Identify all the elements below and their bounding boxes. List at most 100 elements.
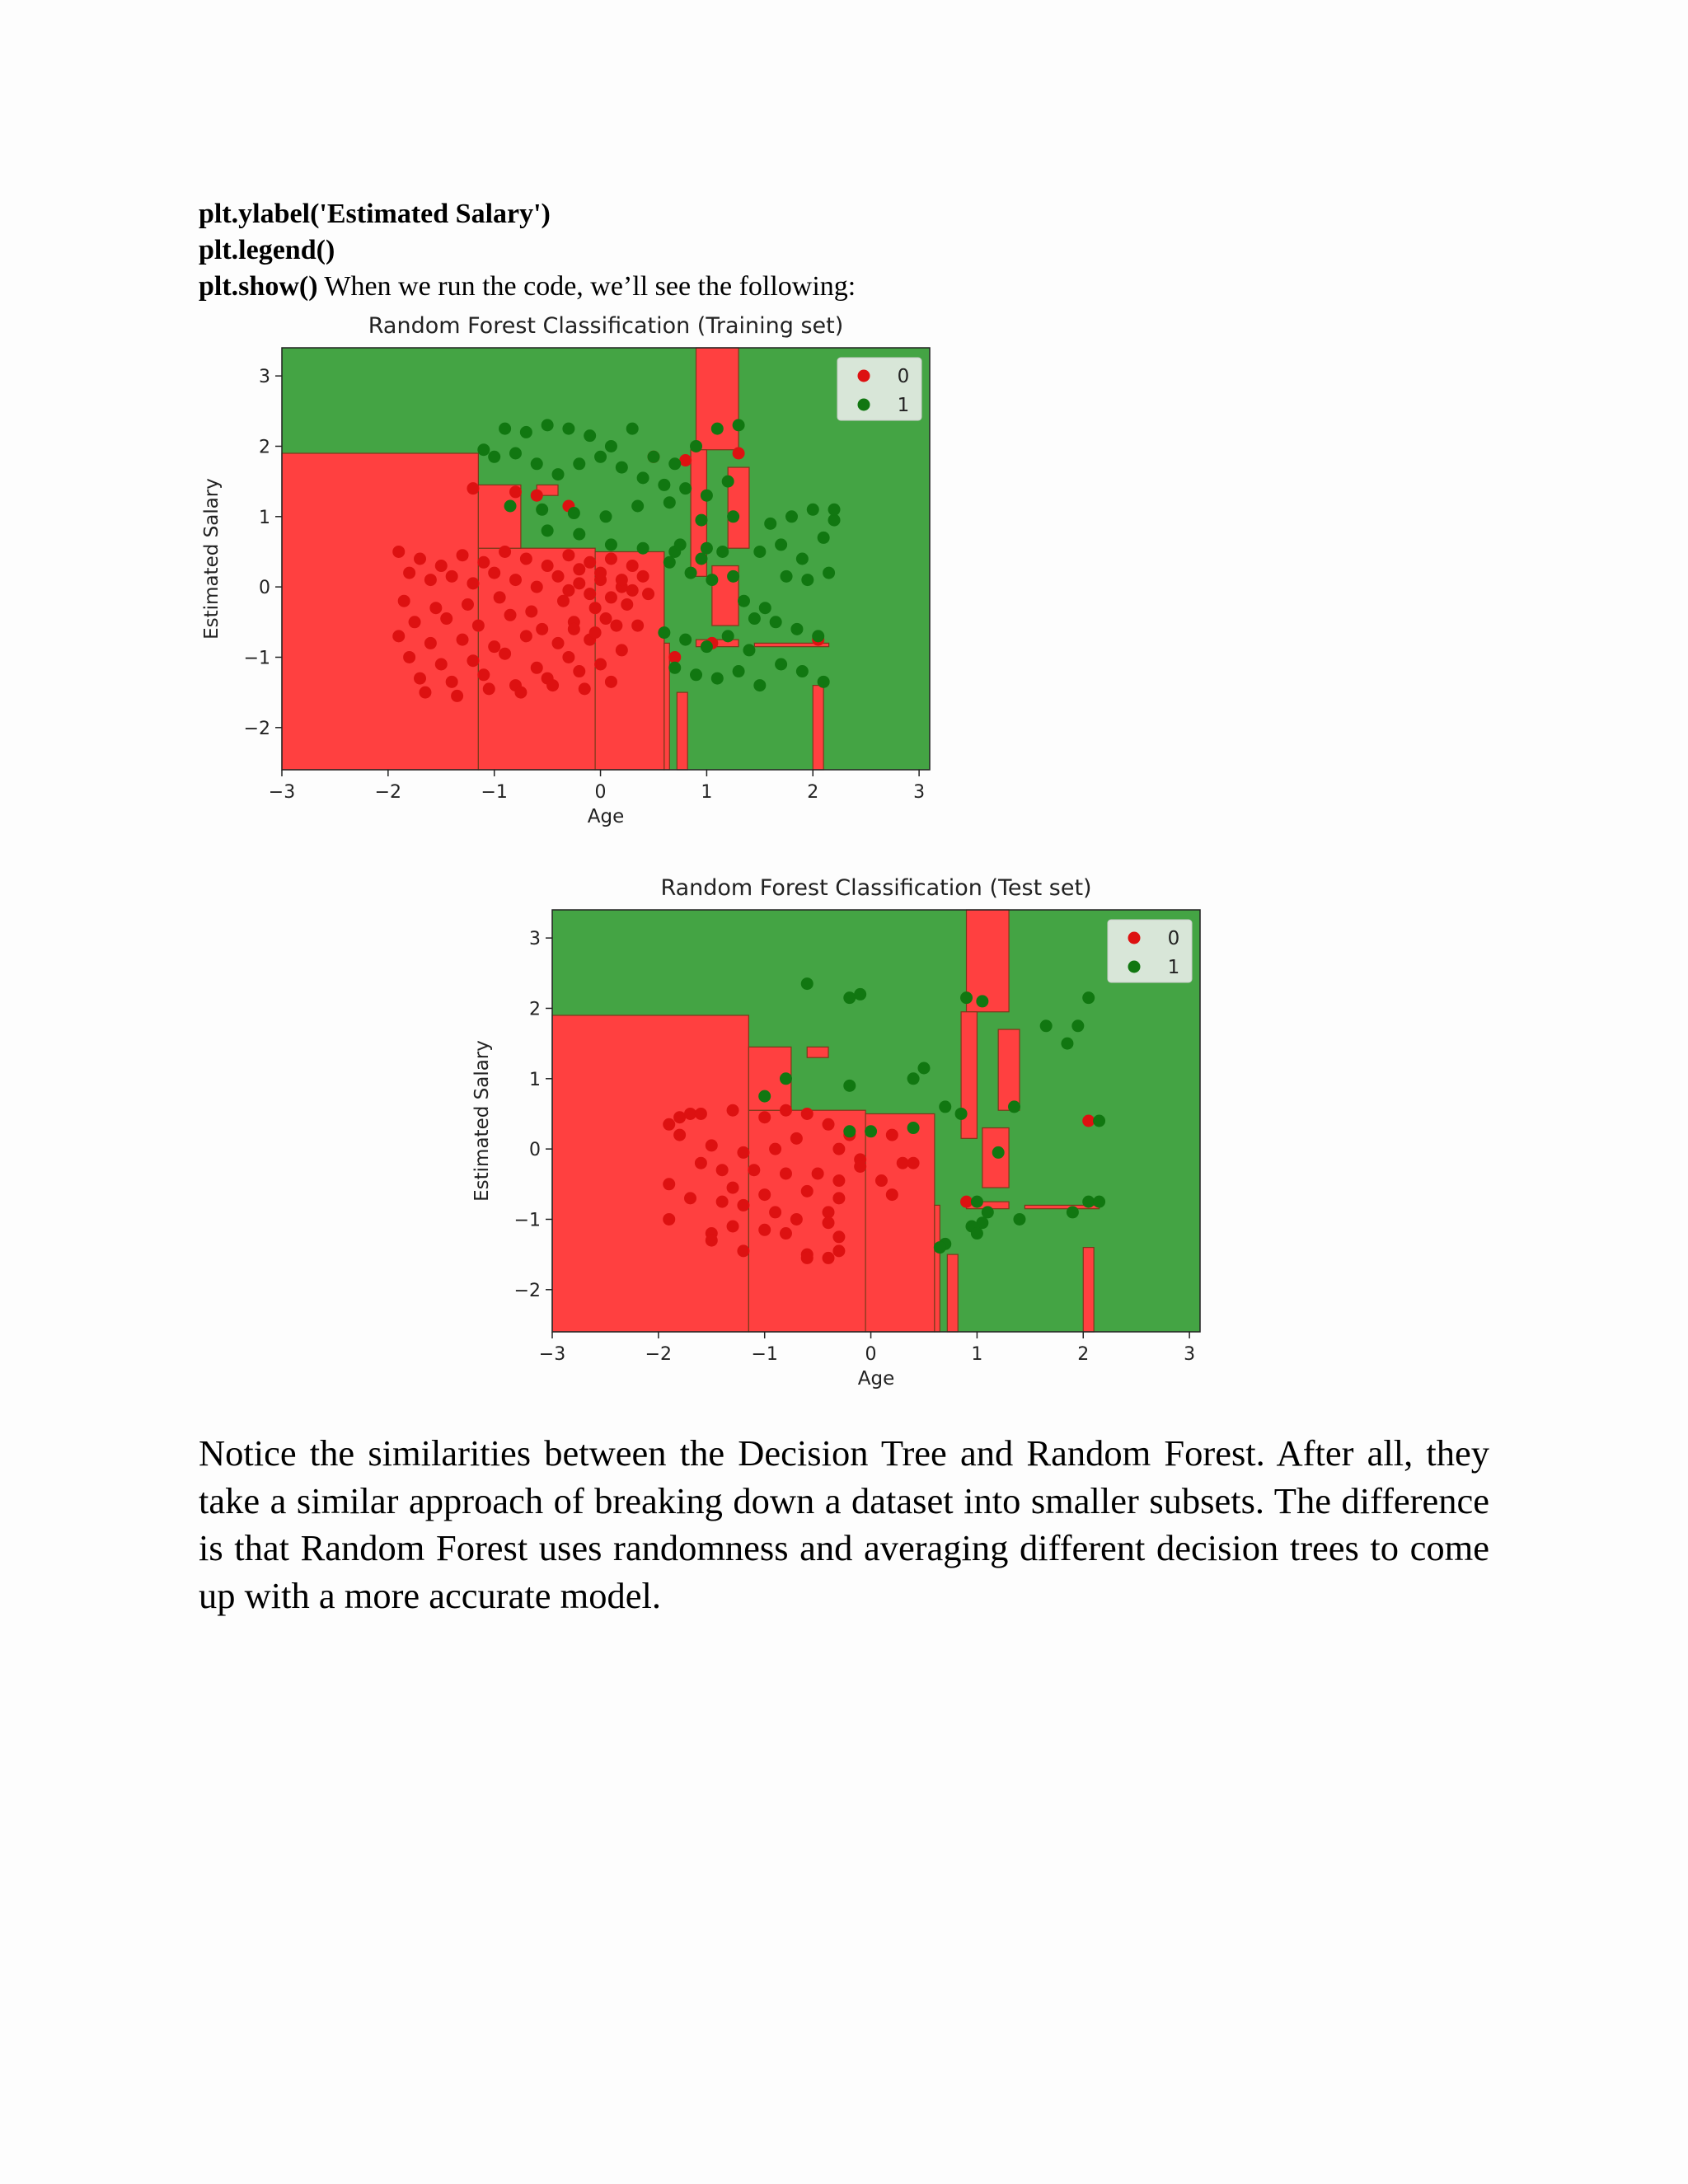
point-class-0 <box>758 1223 771 1236</box>
point-class-0 <box>562 549 575 562</box>
point-class-0 <box>403 566 416 579</box>
point-class-0 <box>822 1206 835 1219</box>
class-0-region <box>806 1046 829 1058</box>
point-class-0 <box>604 675 617 688</box>
point-class-0 <box>477 555 490 569</box>
point-class-0 <box>519 630 532 643</box>
point-class-0 <box>726 1181 739 1194</box>
point-class-1 <box>1061 1037 1074 1050</box>
class-0-region <box>676 691 688 771</box>
point-class-0 <box>896 1156 909 1169</box>
point-class-0 <box>477 668 490 682</box>
point-class-0 <box>594 566 607 579</box>
point-class-1 <box>970 1195 983 1208</box>
point-class-0 <box>419 686 432 699</box>
point-class-1 <box>775 658 788 671</box>
class-0-region <box>551 1015 749 1333</box>
y-tick-label: 3 <box>259 367 270 387</box>
point-class-0 <box>509 485 522 499</box>
point-class-1 <box>573 527 586 541</box>
x-tick-label: 3 <box>1184 1344 1195 1365</box>
point-class-0 <box>604 591 617 604</box>
class-0-region <box>663 642 670 771</box>
class-0-region <box>865 1113 935 1333</box>
point-class-0 <box>562 650 575 663</box>
class-0-region <box>960 1011 978 1139</box>
point-class-0 <box>705 1139 718 1152</box>
point-class-1 <box>865 1125 878 1138</box>
point-class-0 <box>715 1195 729 1208</box>
point-class-0 <box>471 619 485 632</box>
point-class-1 <box>775 538 788 551</box>
point-class-0 <box>424 574 437 587</box>
legend-marker-class-0 <box>857 369 870 382</box>
point-class-1 <box>976 1216 989 1230</box>
point-class-0 <box>832 1230 846 1244</box>
point-class-1 <box>769 616 782 629</box>
y-tick-label: 2 <box>529 999 541 1019</box>
point-class-1 <box>1039 1019 1053 1033</box>
decision-regions <box>281 347 830 771</box>
point-class-1 <box>780 569 793 583</box>
point-class-0 <box>626 560 639 573</box>
point-class-0 <box>467 482 480 495</box>
point-class-1 <box>673 538 687 551</box>
x-tick-label: −2 <box>375 782 401 803</box>
point-class-1 <box>690 439 703 452</box>
point-class-1 <box>663 555 676 569</box>
point-class-1 <box>981 1206 994 1219</box>
point-class-1 <box>584 429 597 443</box>
point-class-1 <box>615 461 628 474</box>
point-class-1 <box>604 538 617 551</box>
point-class-1 <box>700 640 713 654</box>
x-axis-label: Age <box>858 1368 894 1390</box>
point-class-0 <box>832 1244 846 1258</box>
point-class-1 <box>817 675 830 688</box>
point-class-0 <box>673 1111 687 1124</box>
point-class-0 <box>525 605 538 618</box>
point-class-0 <box>551 636 565 649</box>
point-class-0 <box>769 1206 782 1219</box>
point-class-1 <box>939 1100 952 1113</box>
point-class-0 <box>737 1146 750 1159</box>
point-class-0 <box>440 612 453 626</box>
point-class-0 <box>822 1118 835 1131</box>
code-line-legend: plt.legend() <box>199 235 335 265</box>
code-line-ylabel: plt.ylabel('Estimated Salary') <box>199 199 551 229</box>
point-class-0 <box>679 454 692 467</box>
point-class-0 <box>397 594 410 607</box>
x-tick-label: −3 <box>539 1344 565 1365</box>
point-class-0 <box>467 577 480 590</box>
point-class-1 <box>727 569 740 583</box>
legend-label-class-1: 1 <box>898 395 910 416</box>
point-class-0 <box>562 583 575 597</box>
point-class-0 <box>960 1195 973 1208</box>
point-class-0 <box>822 1216 835 1230</box>
point-class-1 <box>668 661 682 674</box>
point-class-0 <box>800 1251 814 1264</box>
point-class-0 <box>705 1234 718 1247</box>
point-class-0 <box>594 658 607 671</box>
point-class-1 <box>806 503 819 516</box>
point-class-1 <box>1093 1114 1106 1127</box>
point-class-0 <box>461 598 474 611</box>
point-class-1 <box>1082 991 1095 1005</box>
point-class-0 <box>854 1160 867 1173</box>
point-class-0 <box>467 654 480 668</box>
point-class-0 <box>615 574 628 587</box>
point-class-0 <box>790 1132 803 1145</box>
point-class-1 <box>636 471 649 485</box>
point-class-0 <box>392 545 406 558</box>
point-class-0 <box>642 588 655 601</box>
point-class-0 <box>584 588 597 601</box>
legend-marker-class-1 <box>1128 960 1141 973</box>
point-class-0 <box>748 1164 761 1177</box>
point-class-1 <box>695 552 708 565</box>
point-class-0 <box>694 1107 707 1120</box>
point-class-1 <box>536 503 549 516</box>
y-axis-label: Estimated Salary <box>201 478 223 640</box>
point-class-1 <box>658 478 671 491</box>
point-class-0 <box>599 612 612 626</box>
point-class-0 <box>610 619 623 632</box>
x-tick-label: 2 <box>807 782 818 803</box>
